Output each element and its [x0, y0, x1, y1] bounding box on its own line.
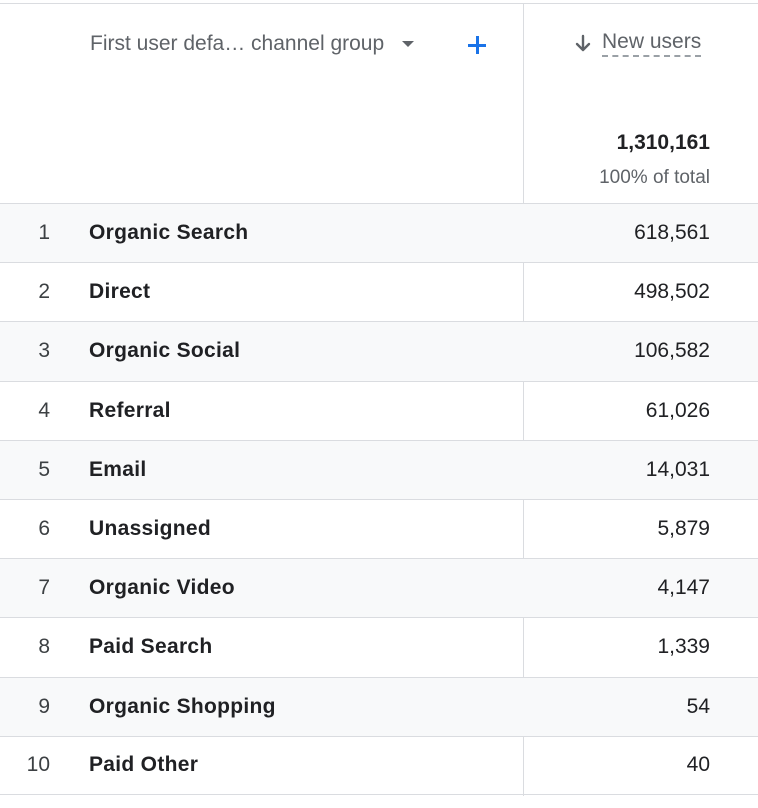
- row-new-users-value: 40: [686, 753, 710, 777]
- plus-icon[interactable]: [466, 34, 490, 58]
- total-percent: 100% of total: [599, 167, 710, 188]
- table-body: 1 Organic Search 618,561 2 Direct 498,502 3 Org…: [0, 203, 758, 795]
- dimension-selector[interactable]: First user defa… channel group: [90, 32, 415, 56]
- row-channel-name[interactable]: Unassigned: [89, 517, 212, 541]
- row-rank: 10: [26, 753, 50, 777]
- row-rank: 8: [38, 635, 50, 659]
- row-rank: 3: [38, 339, 50, 363]
- metric-label[interactable]: New users: [602, 30, 702, 57]
- row-rank: 1: [38, 221, 50, 245]
- row-new-users-value: 61,026: [645, 398, 710, 422]
- row-rank: 2: [38, 280, 50, 304]
- table-header: First user defa… channel group New users…: [0, 4, 758, 203]
- row-channel-name[interactable]: Email: [89, 457, 147, 481]
- row-new-users-value: 618,561: [634, 221, 710, 245]
- dimension-label[interactable]: First user defa… channel group: [90, 32, 385, 55]
- table-row[interactable]: 10 Paid Other 40: [0, 735, 758, 795]
- row-rank: 4: [38, 398, 50, 422]
- row-channel-name[interactable]: Organic Search: [89, 221, 249, 245]
- row-new-users-value: 5,879: [657, 517, 710, 541]
- row-new-users-value: 54: [686, 694, 710, 718]
- table-row[interactable]: 2 Direct 498,502: [0, 262, 758, 321]
- table-row[interactable]: 8 Paid Search 1,339: [0, 617, 758, 676]
- row-rank: 6: [38, 517, 50, 541]
- row-channel-name[interactable]: Organic Social: [89, 339, 241, 363]
- table-row[interactable]: 5 Email 14,031: [0, 439, 758, 499]
- row-rank: 9: [38, 694, 50, 718]
- row-new-users-value: 14,031: [645, 457, 710, 481]
- row-channel-name[interactable]: Paid Other: [89, 753, 199, 777]
- table-row[interactable]: 6 Unassigned 5,879: [0, 498, 758, 558]
- row-new-users-value: 106,582: [634, 339, 710, 363]
- row-new-users-value: 498,502: [634, 280, 710, 304]
- caret-down-icon[interactable]: [402, 41, 415, 47]
- table-row[interactable]: 3 Organic Social 106,582: [0, 321, 758, 381]
- table-row[interactable]: 1 Organic Search 618,561: [0, 203, 758, 263]
- table-top-border: [0, 3, 758, 4]
- row-rank: 5: [38, 457, 50, 481]
- table-row[interactable]: 4 Referral 61,026: [0, 380, 758, 440]
- row-channel-name[interactable]: Direct: [89, 280, 151, 304]
- row-channel-name[interactable]: Organic Shopping: [89, 694, 276, 718]
- row-channel-name[interactable]: Organic Video: [89, 576, 235, 600]
- row-channel-name[interactable]: Referral: [89, 398, 171, 422]
- row-channel-name[interactable]: Paid Search: [89, 635, 213, 659]
- total-value: 1,310,161: [616, 131, 710, 154]
- row-new-users-value: 4,147: [657, 576, 710, 600]
- row-rank: 7: [38, 576, 50, 600]
- column-divider: [523, 4, 524, 796]
- table-row[interactable]: 7 Organic Video 4,147: [0, 558, 758, 618]
- metric-sort-header[interactable]: New users: [574, 30, 702, 57]
- arrow-down-icon[interactable]: [574, 34, 592, 54]
- table-row[interactable]: 9 Organic Shopping 54: [0, 676, 758, 736]
- row-new-users-value: 1,339: [657, 635, 710, 659]
